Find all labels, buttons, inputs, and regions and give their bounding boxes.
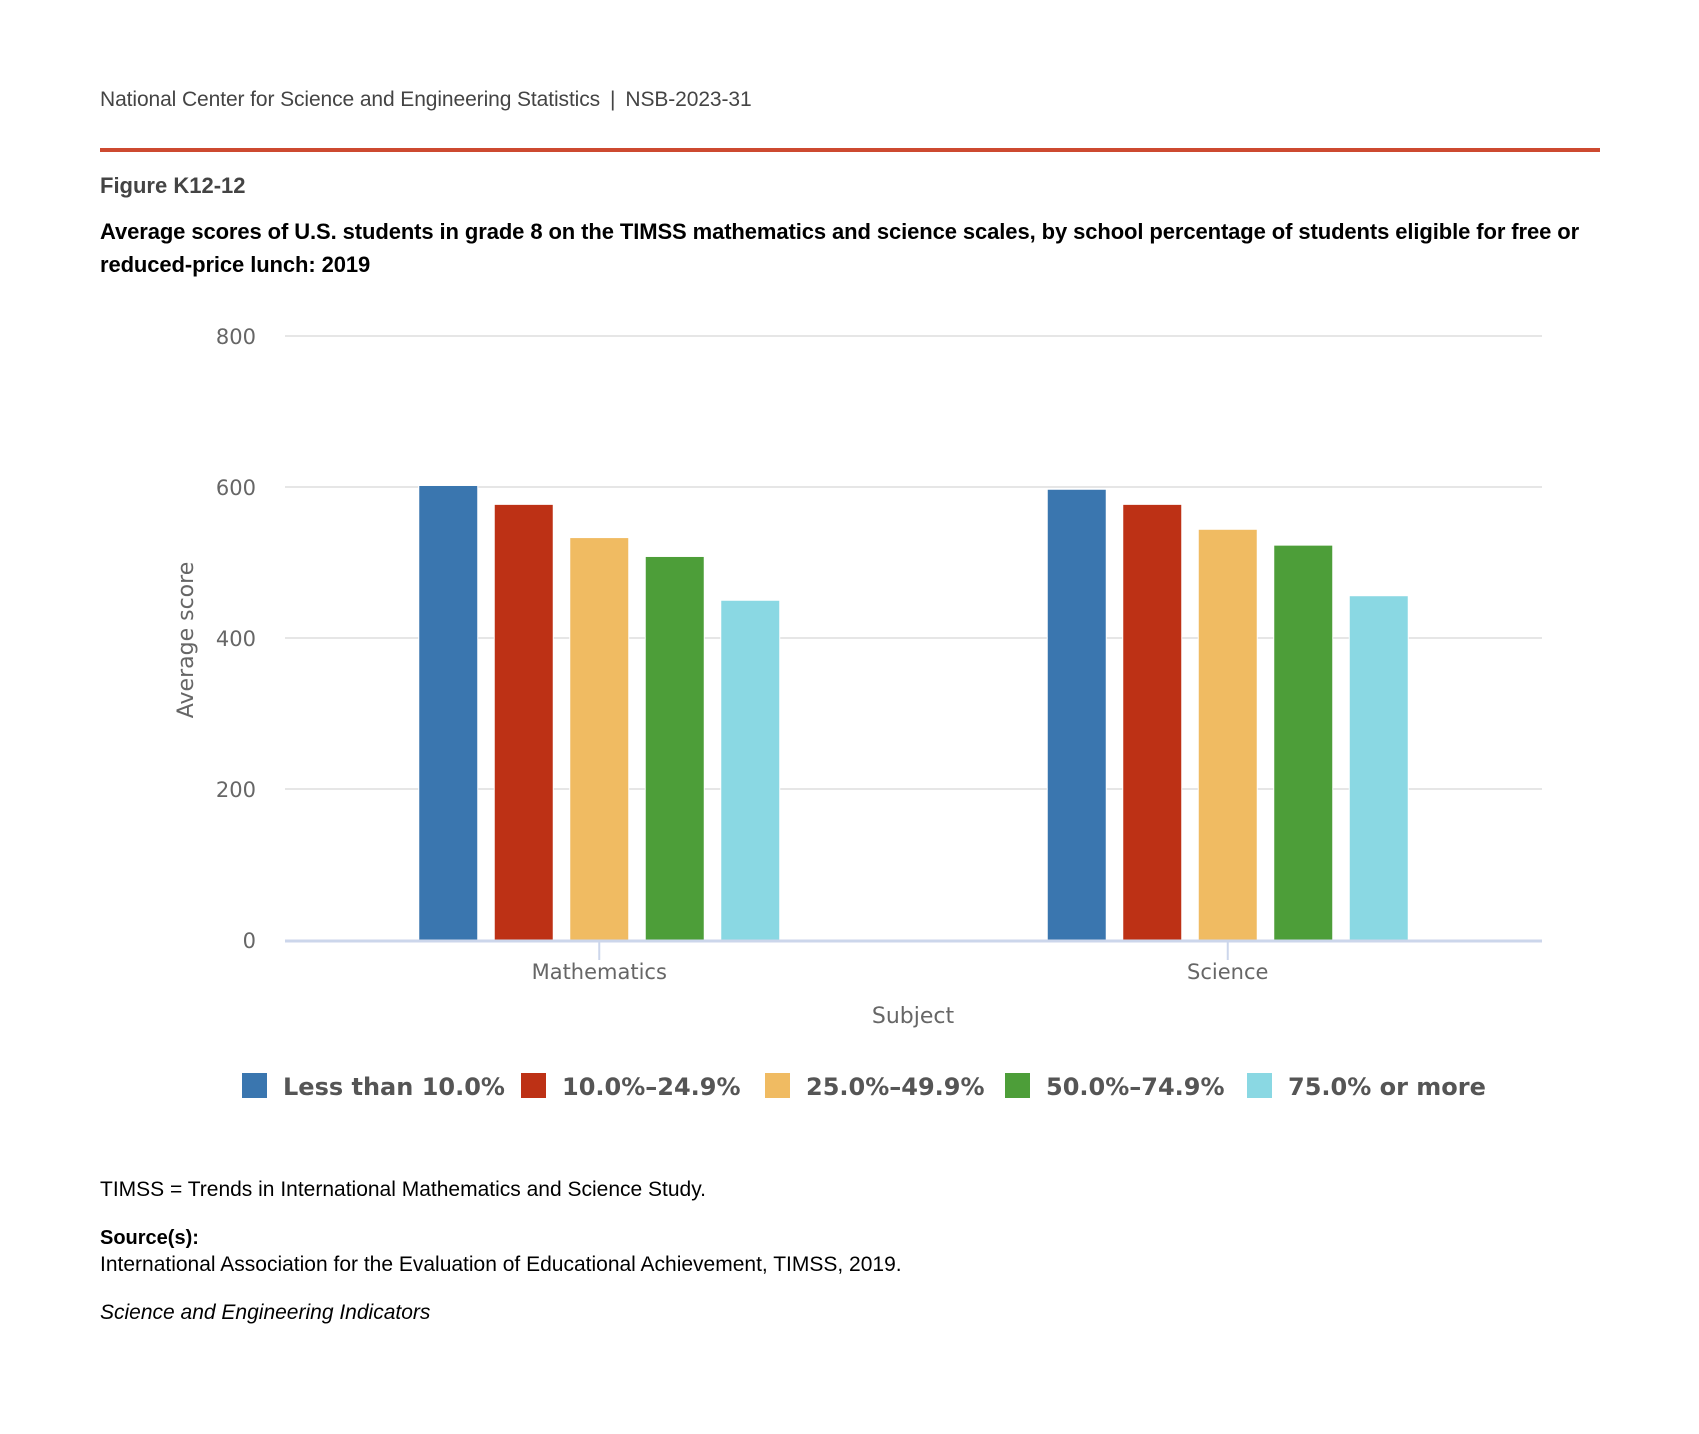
figure-title: Average scores of U.S. students in grade…	[100, 219, 1580, 277]
legend-item[interactable]: 25.0%–49.9%	[765, 1073, 985, 1101]
bars	[418, 484, 1409, 941]
figure-label: Figure K12-12	[100, 173, 246, 198]
legend-item[interactable]: 10.0%–24.9%	[521, 1073, 741, 1101]
organization-name: National Center for Science and Engineer…	[100, 88, 601, 111]
header-separator: |	[610, 88, 616, 111]
y-tick-label: 0	[243, 929, 256, 953]
legend-item[interactable]: 75.0% or more	[1247, 1073, 1486, 1101]
abbreviation-note: TIMSS = Trends in International Mathemat…	[100, 1178, 706, 1201]
y-tick-label: 200	[216, 778, 256, 802]
bar-math-series-2[interactable]	[569, 537, 630, 941]
publication-name: Science and Engineering Indicators	[100, 1301, 431, 1324]
axes: 0 200 400 600 800 Mathematics Science	[216, 325, 1542, 984]
header-divider	[100, 148, 1600, 152]
bar-science-series-3[interactable]	[1273, 544, 1334, 941]
legend-label: 50.0%–74.9%	[1046, 1073, 1225, 1101]
bar-science-series-0[interactable]	[1046, 488, 1107, 941]
bar-chart: 0 200 400 600 800 Mathematics Science Average …	[174, 325, 1542, 1101]
y-tick-label: 400	[216, 627, 256, 651]
report-id: NSB-2023-31	[625, 88, 752, 111]
y-axis-label: Average score	[174, 562, 199, 718]
bar-science-series-4[interactable]	[1348, 595, 1409, 941]
report-header: National Center for Science and Engineer…	[100, 88, 752, 112]
legend-swatch	[242, 1073, 267, 1098]
y-tick-label: 600	[216, 476, 256, 500]
legend-swatch	[765, 1073, 790, 1098]
legend-label: 25.0%–49.9%	[806, 1073, 985, 1101]
bar-science-series-2[interactable]	[1197, 528, 1258, 941]
legend: Less than 10.0% 10.0%–24.9% 25.0%–49.9% 50.…	[242, 1073, 1486, 1101]
legend-label: 75.0% or more	[1288, 1073, 1486, 1101]
legend-label: 10.0%–24.9%	[562, 1073, 741, 1101]
y-tick-label: 800	[216, 325, 256, 349]
legend-item[interactable]: Less than 10.0%	[242, 1073, 505, 1101]
bar-math-series-1[interactable]	[493, 503, 554, 941]
legend-swatch	[1247, 1073, 1272, 1098]
source-text: International Association for the Evalua…	[100, 1253, 902, 1276]
x-axis-label: Subject	[872, 1004, 955, 1029]
bar-math-series-4[interactable]	[720, 599, 781, 941]
bar-math-series-3[interactable]	[644, 555, 705, 941]
x-tick-label: Mathematics	[532, 960, 667, 984]
bar-science-series-1[interactable]	[1122, 503, 1183, 941]
legend-label: Less than 10.0%	[283, 1073, 505, 1101]
x-tick-label: Science	[1187, 960, 1268, 984]
legend-swatch	[1005, 1073, 1030, 1098]
legend-swatch	[521, 1073, 546, 1098]
source-label: Source(s):	[100, 1227, 199, 1249]
bar-math-series-0[interactable]	[418, 484, 479, 941]
legend-item[interactable]: 50.0%–74.9%	[1005, 1073, 1225, 1101]
